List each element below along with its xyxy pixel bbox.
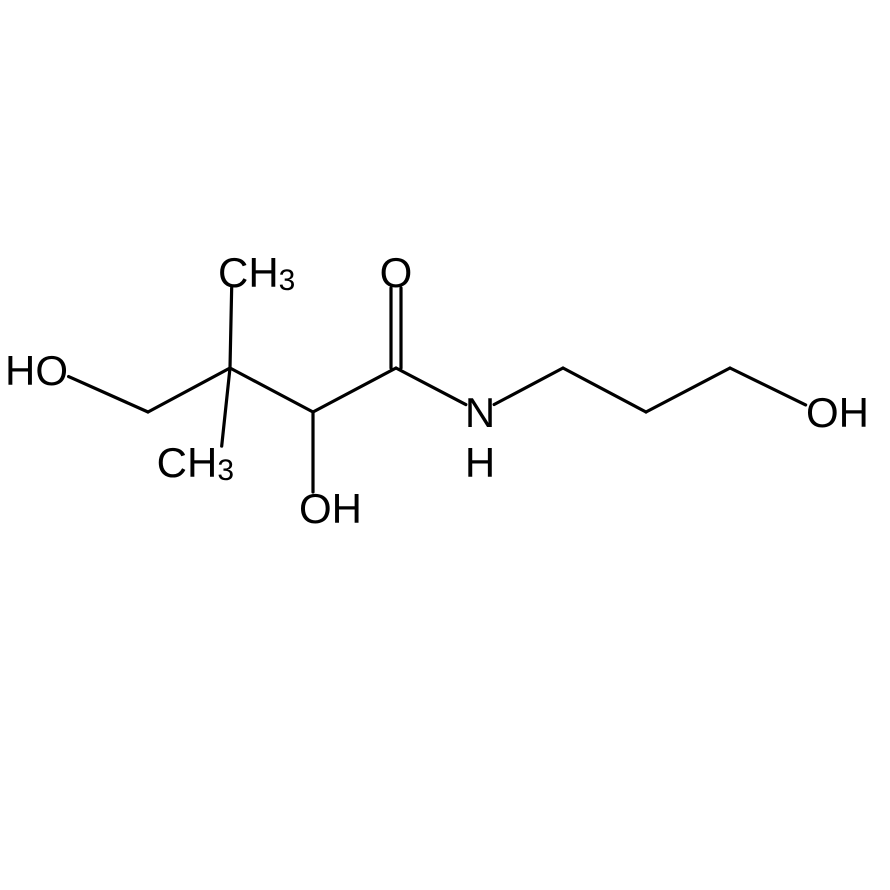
atom-label: OH	[299, 485, 362, 532]
bond	[69, 377, 148, 412]
atom-label: H	[465, 439, 495, 486]
molecule-diagram: HOCH3CH3OHONHOH	[0, 0, 890, 890]
bond	[563, 368, 646, 412]
bond	[230, 368, 313, 412]
bond	[494, 368, 563, 405]
bond	[222, 368, 230, 446]
bond	[646, 368, 730, 412]
atom-label: OH	[806, 389, 869, 436]
atom-label: O	[380, 249, 413, 296]
atom-label: N	[465, 389, 495, 436]
bond	[313, 368, 396, 412]
bond	[730, 368, 806, 405]
atom-label: HO	[5, 347, 68, 394]
bond	[148, 368, 230, 412]
atom-label: CH3	[218, 249, 295, 297]
bond	[396, 368, 466, 405]
bond	[230, 288, 232, 368]
